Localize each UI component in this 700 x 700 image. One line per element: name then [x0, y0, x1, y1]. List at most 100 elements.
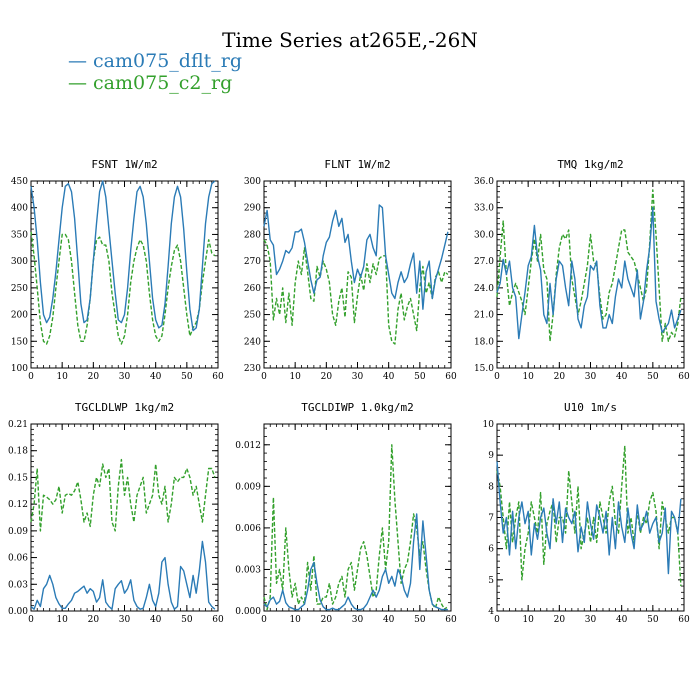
series-line-dflt	[30, 540, 216, 610]
legend-entry-dflt: — cam075_dflt_rg	[68, 50, 243, 72]
y-tick-label: 350	[11, 230, 28, 240]
y-tick-label: 230	[244, 364, 261, 374]
y-tick-label: 10	[483, 420, 495, 430]
series-line-c2	[30, 231, 216, 345]
x-tick-label: 60	[678, 372, 690, 382]
y-tick-label: 280	[244, 230, 261, 240]
y-tick-label: 0.012	[235, 441, 261, 451]
x-tick-label: 20	[88, 372, 100, 382]
x-tick-label: 30	[119, 372, 131, 382]
x-tick-label: 20	[88, 615, 100, 625]
plot-frame	[263, 423, 452, 612]
series-line-c2	[30, 458, 216, 532]
plot-frame	[30, 180, 219, 369]
y-tick-label: 0.21	[8, 420, 28, 430]
y-tick-label: 0.000	[235, 607, 261, 617]
y-tick-label: 0.003	[235, 565, 261, 575]
y-tick-label: 300	[11, 257, 28, 267]
y-tick-label: 4	[488, 607, 494, 617]
x-tick-label: 30	[119, 615, 131, 625]
x-tick-label: 60	[445, 372, 457, 382]
x-tick-label: 30	[352, 372, 364, 382]
x-tick-label: 60	[212, 615, 224, 625]
x-tick-label: 0	[261, 372, 267, 382]
x-tick-label: 30	[585, 372, 597, 382]
y-tick-label: 7	[488, 514, 494, 524]
y-tick-label: 24.0	[474, 284, 494, 294]
chart-title: FLNT 1W/m2	[324, 158, 390, 171]
x-tick-label: 40	[383, 372, 395, 382]
x-tick-label: 0	[494, 372, 500, 382]
y-tick-label: 450	[11, 177, 28, 187]
x-tick-label: 0	[494, 615, 500, 625]
x-tick-label: 50	[414, 615, 426, 625]
x-tick-label: 50	[647, 372, 659, 382]
y-tick-label: 33.0	[474, 204, 494, 214]
x-tick-label: 10	[289, 615, 301, 625]
x-tick-label: 10	[56, 615, 68, 625]
y-tick-label: 5	[488, 576, 494, 586]
x-tick-label: 40	[383, 615, 395, 625]
y-tick-label: 36.0	[474, 177, 494, 187]
x-tick-label: 50	[647, 615, 659, 625]
x-tick-label: 40	[150, 372, 162, 382]
x-tick-label: 60	[212, 372, 224, 382]
y-tick-label: 0.03	[8, 580, 28, 590]
y-tick-label: 18.0	[474, 337, 494, 347]
y-tick-label: 0.12	[8, 500, 28, 510]
y-tick-label: 150	[11, 337, 28, 347]
x-tick-label: 10	[522, 372, 534, 382]
x-tick-label: 30	[352, 615, 364, 625]
x-tick-label: 10	[289, 372, 301, 382]
y-tick-label: 0.15	[8, 473, 28, 483]
x-tick-label: 10	[56, 372, 68, 382]
series-line-c2	[263, 239, 449, 345]
x-tick-label: 40	[150, 615, 162, 625]
x-tick-label: 0	[28, 372, 34, 382]
x-tick-label: 50	[181, 615, 193, 625]
chart-title: TGCLDLWP 1kg/m2	[75, 401, 174, 414]
series-line-dflt	[263, 513, 448, 611]
chart-title: FSNT 1W/m2	[91, 158, 157, 171]
series-line-dflt	[496, 206, 682, 340]
x-tick-label: 20	[554, 372, 566, 382]
chart-title: TGCLDIWP 1.0kg/m2	[301, 401, 414, 414]
x-tick-label: 0	[261, 615, 267, 625]
y-tick-label: 240	[244, 337, 261, 347]
x-tick-label: 60	[678, 615, 690, 625]
y-tick-label: 21.0	[474, 311, 494, 321]
x-tick-label: 60	[445, 615, 457, 625]
x-tick-label: 0	[28, 615, 34, 625]
y-tick-label: 9	[488, 451, 494, 461]
y-tick-label: 270	[244, 257, 261, 267]
plot-frame	[30, 423, 219, 612]
plot-frame	[263, 180, 452, 369]
y-tick-label: 0.06	[8, 554, 28, 564]
y-tick-label: 30.0	[474, 230, 494, 240]
y-tick-label: 27.0	[474, 257, 494, 267]
series-line-c2	[496, 189, 682, 342]
x-tick-label: 20	[321, 372, 333, 382]
x-tick-label: 40	[616, 372, 628, 382]
y-tick-label: 0.00	[8, 607, 28, 617]
y-tick-label: 8	[488, 482, 494, 492]
y-tick-label: 250	[244, 311, 261, 321]
series-line-dflt	[496, 461, 682, 575]
x-tick-label: 20	[321, 615, 333, 625]
y-tick-label: 290	[244, 204, 261, 214]
x-tick-label: 30	[585, 615, 597, 625]
y-tick-label: 15.0	[474, 364, 494, 374]
x-tick-label: 20	[554, 615, 566, 625]
legend-entry-c2: — cam075_c2_rg	[68, 72, 233, 94]
x-tick-label: 50	[181, 372, 193, 382]
y-tick-label: 0.18	[8, 447, 28, 457]
y-tick-label: 300	[244, 177, 261, 187]
series-line-c2	[263, 444, 449, 611]
x-tick-label: 40	[616, 615, 628, 625]
chart-title: TMQ 1kg/m2	[557, 158, 623, 171]
x-tick-label: 10	[522, 615, 534, 625]
y-tick-label: 0.09	[8, 527, 28, 537]
y-tick-label: 100	[11, 364, 28, 374]
chart-title: U10 1m/s	[564, 401, 617, 414]
